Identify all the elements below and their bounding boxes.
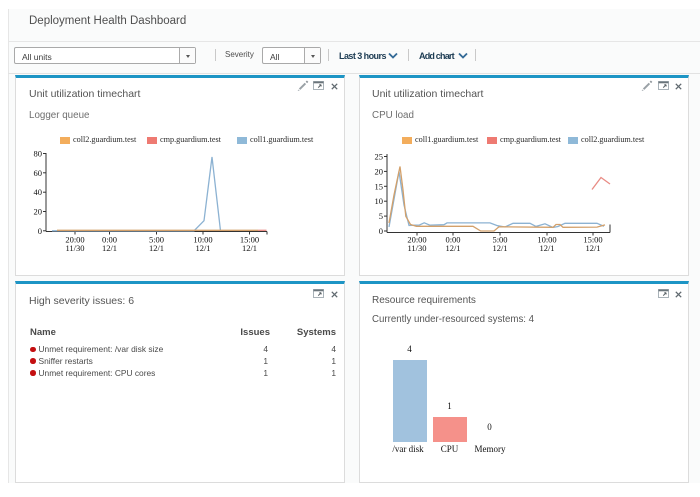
svg-text:20: 20 bbox=[34, 207, 43, 217]
svg-text:0: 0 bbox=[379, 226, 383, 236]
svg-text:5:00: 5:00 bbox=[492, 234, 507, 244]
svg-text:40: 40 bbox=[34, 187, 43, 197]
svg-text:15:00: 15:00 bbox=[583, 234, 602, 244]
svg-text:12/1: 12/1 bbox=[195, 243, 210, 253]
svg-text:60: 60 bbox=[34, 168, 43, 178]
svg-text:11/30: 11/30 bbox=[65, 243, 84, 253]
svg-text:12/1: 12/1 bbox=[492, 243, 507, 253]
svg-text:12/1: 12/1 bbox=[102, 243, 117, 253]
svg-text:20:00: 20:00 bbox=[407, 234, 426, 244]
svg-text:12/1: 12/1 bbox=[149, 243, 164, 253]
svg-text:5: 5 bbox=[379, 211, 383, 221]
svg-text:5:00: 5:00 bbox=[149, 234, 164, 244]
svg-text:0: 0 bbox=[38, 226, 42, 236]
svg-text:0:00: 0:00 bbox=[445, 234, 460, 244]
svg-text:25: 25 bbox=[375, 152, 384, 162]
svg-text:10:00: 10:00 bbox=[537, 234, 556, 244]
svg-text:10: 10 bbox=[375, 196, 384, 206]
svg-text:20: 20 bbox=[375, 166, 384, 176]
svg-text:12/1: 12/1 bbox=[242, 243, 257, 253]
svg-text:80: 80 bbox=[34, 149, 43, 159]
svg-text:12/1: 12/1 bbox=[445, 243, 460, 253]
svg-text:11/30: 11/30 bbox=[407, 243, 426, 253]
svg-text:15: 15 bbox=[375, 181, 384, 191]
svg-text:15:00: 15:00 bbox=[240, 234, 259, 244]
svg-text:20:00: 20:00 bbox=[65, 234, 84, 244]
svg-text:12/1: 12/1 bbox=[539, 243, 554, 253]
svg-text:0:00: 0:00 bbox=[102, 234, 117, 244]
svg-text:12/1: 12/1 bbox=[585, 243, 600, 253]
svg-text:10:00: 10:00 bbox=[193, 234, 212, 244]
